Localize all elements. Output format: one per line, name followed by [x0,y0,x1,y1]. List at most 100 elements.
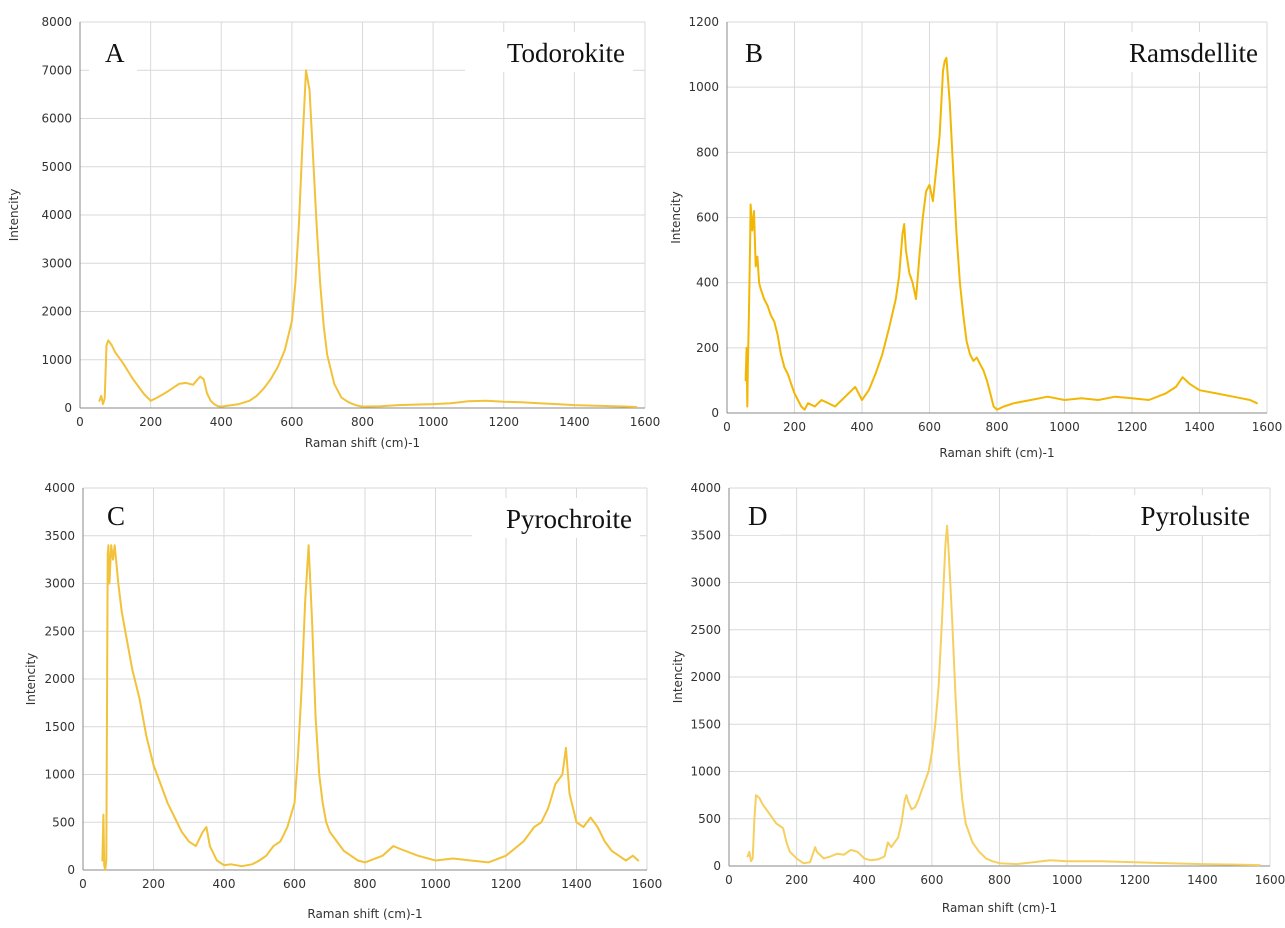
chart-title: Todorokite [507,38,625,68]
panel-letter: D [748,501,768,531]
x-tick-label: 400 [851,420,874,434]
chart-panel-a: 0 200 400 600 800 1000 1200 1400 1600 0 1000 2000 30… [7,15,660,450]
x-axis-label: Raman shift (cm)-1 [307,907,422,921]
x-tick-label: 1200 [1119,873,1150,887]
y-axis-label: Intencity [24,653,38,706]
x-tick-label: 600 [283,877,306,891]
x-tick-label: 1000 [418,415,449,429]
chart-panel-b: 0 200 400 600 800 1000 1200 1400 1600 0 200 400 600 8… [669,15,1282,460]
x-tick-label: 1600 [630,415,661,429]
x-tick-label: 0 [723,420,731,434]
y-tick-label: 3000 [41,256,72,270]
x-tick-label: 1400 [1187,873,1218,887]
x-tick-label: 1200 [488,415,519,429]
x-tick-label: 1000 [1049,420,1080,434]
x-tick-label: 0 [79,877,87,891]
x-tick-label: 600 [280,415,303,429]
x-tick-label: 800 [354,877,377,891]
x-axis-label: Raman shift (cm)-1 [939,446,1054,460]
y-tick-label: 0 [711,406,719,420]
panel-letter-background [729,32,777,72]
x-tick-label: 400 [213,877,236,891]
spectrum-line [101,544,640,871]
y-tick-label: 2000 [44,672,75,686]
y-tick-label: 200 [696,341,719,355]
y-tick-label: 0 [713,859,721,873]
y-tick-label: 7000 [41,63,72,77]
spectrum-line [746,524,1261,867]
x-tick-label: 600 [920,873,943,887]
x-tick-label: 800 [988,873,1011,887]
x-tick-label: 1600 [1252,420,1283,434]
x-tick-label: 1400 [559,415,590,429]
x-tick-label: 0 [725,873,733,887]
y-tick-label: 4000 [690,481,721,495]
y-tick-label: 4000 [41,208,72,222]
y-tick-label: 1000 [688,80,719,94]
y-tick-label: 1000 [44,768,75,782]
y-tick-label: 3500 [690,528,721,542]
x-tick-label: 1000 [420,877,451,891]
chart-title-background [1098,32,1266,72]
x-tick-label: 1600 [1255,873,1285,887]
x-tick-label: 1400 [561,877,592,891]
y-tick-label: 3000 [44,577,75,591]
y-tick-label: 500 [698,812,721,826]
x-tick-label: 1200 [1117,420,1148,434]
chart-title: Pyrolusite [1140,501,1250,531]
x-tick-label: 200 [142,877,165,891]
spectrum-line [744,56,1258,411]
panel-letter-background [91,495,139,535]
y-tick-label: 3000 [690,576,721,590]
y-tick-label: 1500 [690,717,721,731]
y-tick-label: 500 [52,815,75,829]
chart-title-background [472,498,640,538]
x-tick-label: 1200 [491,877,522,891]
y-tick-label: 2500 [44,624,75,638]
y-axis-label: Intencity [669,191,683,244]
x-tick-label: 1000 [1052,873,1083,887]
y-tick-label: 1500 [44,720,75,734]
chart-title: Ramsdellite [1129,38,1258,68]
y-tick-label: 600 [696,211,719,225]
y-tick-label: 1200 [688,15,719,29]
y-axis-label: Intencity [671,651,685,704]
x-tick-label: 200 [139,415,162,429]
y-tick-label: 1000 [41,353,72,367]
x-tick-label: 200 [783,420,806,434]
x-tick-label: 600 [918,420,941,434]
y-tick-label: 6000 [41,112,72,126]
y-axis-label: Intencity [7,189,21,242]
chart-title: Pyrochroite [506,504,632,534]
x-tick-label: 1600 [632,877,663,891]
y-tick-label: 8000 [41,15,72,29]
y-tick-label: 2000 [41,305,72,319]
y-tick-label: 400 [696,276,719,290]
panel-letter: C [107,501,125,531]
panel-letter: B [745,38,763,68]
y-tick-label: 5000 [41,160,72,174]
x-tick-label: 400 [853,873,876,887]
chart-panel-c: 0 200 400 600 800 1000 1200 1400 1600 0 500 1000 150… [24,481,662,921]
x-tick-label: 200 [785,873,808,887]
x-axis-label: Raman shift (cm)-1 [305,436,420,450]
panel-letter-background [89,32,137,72]
y-tick-label: 0 [64,401,72,415]
chart-title-background [1090,495,1258,535]
x-tick-label: 1400 [1184,420,1215,434]
y-tick-label: 1000 [690,765,721,779]
y-tick-label: 2500 [690,623,721,637]
y-tick-label: 0 [67,863,75,877]
y-tick-label: 2000 [690,670,721,684]
x-tick-label: 800 [351,415,374,429]
chart-title-background [465,32,633,72]
y-tick-label: 800 [696,145,719,159]
panel-letter-background [732,495,780,535]
x-tick-label: 0 [76,415,84,429]
panel-letter: A [105,38,125,68]
x-axis-label: Raman shift (cm)-1 [942,901,1057,915]
chart-panel-d: 0 200 400 600 800 1000 1200 1400 1600 0 500 1000 150… [671,481,1285,915]
x-tick-label: 400 [210,415,233,429]
x-tick-label: 800 [986,420,1009,434]
